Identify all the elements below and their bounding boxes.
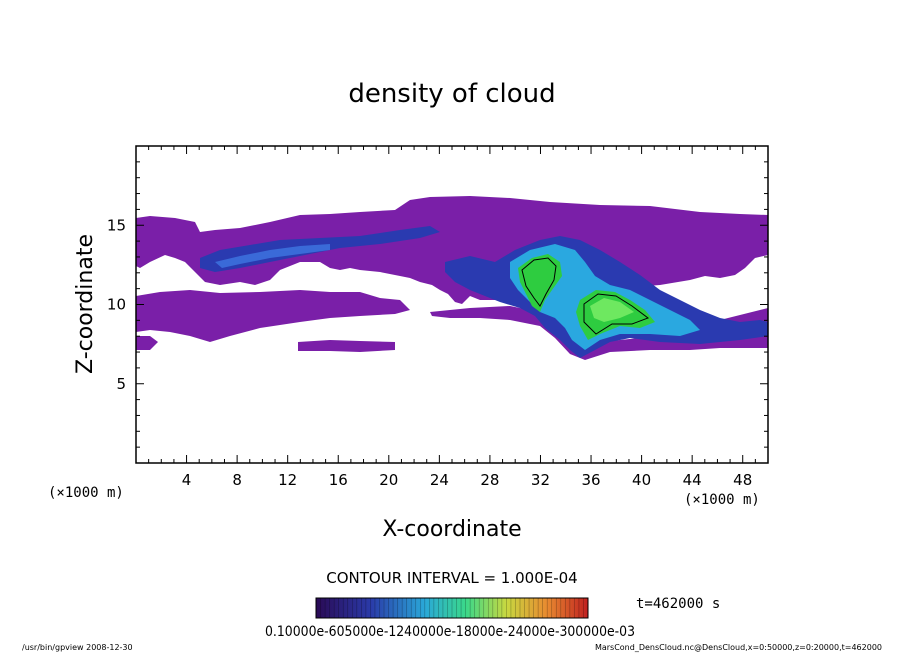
region-strip-7km [298, 340, 395, 352]
region-core-37km-light [590, 298, 634, 322]
region-right-lower [430, 306, 768, 360]
region-core-31km [518, 254, 562, 312]
x-ticks [148, 146, 756, 463]
x-axis-label: X-coordinate [382, 517, 521, 542]
x-tick-label: 32 [531, 471, 550, 489]
x-tick-label: 8 [232, 471, 242, 489]
x-tick-label: 20 [379, 471, 398, 489]
x-tick-labels: 4 8 12 16 20 24 28 32 36 40 44 48 [182, 471, 752, 489]
x-tick-label: 4 [182, 471, 192, 489]
y-tick-label: 15 [107, 216, 126, 234]
x-tick-label: 40 [632, 471, 651, 489]
y-unit-label: (×1000 m) [48, 485, 124, 501]
region-upper-lightblue [215, 244, 330, 268]
colorbar-labels: 0.10000e-605000e-1240000e-18000e-24000e-… [265, 624, 635, 640]
colorbar [315, 597, 589, 619]
chart-title: density of cloud [348, 79, 555, 109]
contour-interval-label: CONTOUR INTERVAL = 1.000E-04 [326, 569, 577, 587]
region-left-blob [136, 336, 158, 350]
x-tick-label: 12 [278, 471, 297, 489]
y-tick-label: 10 [107, 296, 126, 314]
y-tick-labels: 5 10 15 [107, 216, 126, 393]
x-tick-label: 24 [430, 471, 449, 489]
contour-line-31km [521, 257, 557, 307]
x-tick-label: 16 [329, 471, 348, 489]
region-lower-band [136, 290, 410, 342]
footer-right: MarsCond_DensCloud.nc@DensCloud,x=0:5000… [595, 643, 882, 652]
x-unit-label: (×1000 m) [684, 492, 760, 508]
contour-line-37km [583, 293, 650, 335]
footer-left: /usr/bin/gpview 2008-12-30 [22, 643, 133, 652]
x-tick-label: 44 [683, 471, 702, 489]
y-axis-label: Z-coordinate [73, 234, 98, 374]
y-ticks [136, 161, 768, 448]
x-tick-label: 28 [480, 471, 499, 489]
y-tick-label: 5 [116, 375, 126, 393]
cloud-field [136, 196, 768, 360]
x-tick-label: 36 [581, 471, 600, 489]
time-label: t=462000 s [636, 596, 720, 612]
x-tick-label: 48 [733, 471, 752, 489]
colorbar-ticks [320, 598, 584, 618]
